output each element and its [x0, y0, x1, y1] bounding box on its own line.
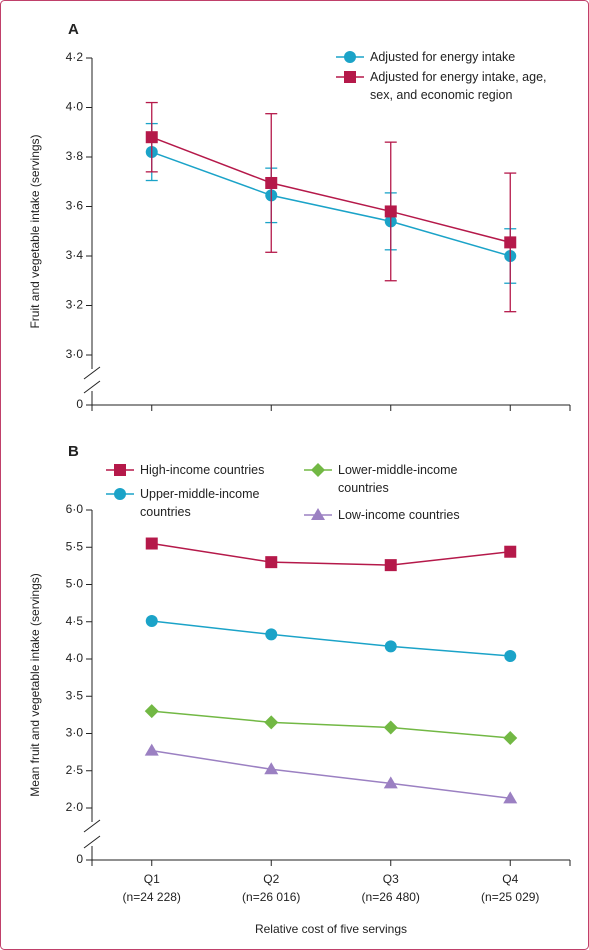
marker — [114, 464, 126, 476]
legend-label: Adjusted for energy intake, age, sex, an… — [370, 70, 547, 102]
marker — [145, 131, 158, 144]
panel-label: A — [68, 21, 79, 38]
marker — [384, 640, 397, 653]
y-tick-label: 2·0 — [66, 800, 84, 814]
y-tick-label: 6·0 — [66, 502, 84, 516]
marker — [145, 537, 158, 550]
series-line — [151, 542, 511, 566]
y-tick-label: 0 — [76, 852, 83, 866]
marker — [265, 176, 278, 189]
marker — [503, 791, 518, 804]
marker — [384, 559, 397, 572]
y-tick-label: 3·2 — [66, 298, 84, 312]
marker — [265, 556, 278, 569]
y-tick-label: 3·6 — [66, 199, 84, 213]
x-axis-label: Relative cost of five servings — [255, 922, 407, 936]
marker — [383, 720, 398, 735]
y-tick-label: 5·5 — [66, 539, 84, 553]
axis-break — [83, 819, 101, 833]
marker — [383, 776, 398, 789]
series-line — [151, 710, 511, 739]
legend-label: Lower-middle-income countries — [338, 463, 458, 495]
y-axis-label: Fruit and vegetable intake (servings) — [28, 134, 42, 328]
legend-label: Upper-middle-income countries — [140, 487, 260, 519]
panel-label: B — [68, 443, 79, 460]
marker — [504, 236, 517, 249]
legend-label: High-income countries — [140, 463, 265, 477]
marker — [265, 628, 278, 641]
y-tick-label: 3·5 — [66, 688, 84, 702]
x-tick-label: Q3 — [383, 872, 399, 886]
x-tick-sublabel: (n=26 016) — [242, 890, 300, 904]
marker — [311, 463, 325, 477]
series-line — [151, 136, 511, 244]
y-tick-label: 5·0 — [66, 577, 84, 591]
axis-break — [83, 835, 101, 849]
x-tick-label: Q1 — [144, 872, 160, 886]
y-tick-label: 2·5 — [66, 763, 84, 777]
axis-break — [83, 366, 101, 380]
marker — [144, 743, 159, 756]
marker — [503, 730, 518, 745]
x-tick-label: Q2 — [263, 872, 279, 886]
y-axis-label: Mean fruit and vegetable intake (serving… — [28, 573, 42, 796]
y-tick-label: 4·2 — [66, 50, 84, 64]
marker — [311, 508, 325, 520]
axis-break — [83, 380, 101, 394]
series-line — [151, 151, 511, 257]
marker — [264, 715, 279, 730]
marker — [144, 704, 159, 719]
marker — [344, 51, 356, 63]
series-line — [151, 620, 511, 657]
marker — [264, 762, 279, 775]
x-tick-sublabel: (n=25 029) — [481, 890, 539, 904]
legend-label: Adjusted for energy intake — [370, 50, 516, 64]
x-tick-label: Q4 — [502, 872, 518, 886]
marker — [145, 615, 158, 628]
y-tick-label: 3·0 — [66, 347, 84, 361]
marker — [504, 545, 517, 558]
marker — [384, 205, 397, 218]
marker — [344, 71, 356, 83]
marker — [504, 650, 517, 663]
y-tick-label: 0 — [76, 397, 83, 411]
y-tick-label: 3·0 — [66, 726, 84, 740]
y-tick-label: 3·4 — [66, 248, 84, 262]
y-tick-label: 4·0 — [66, 651, 84, 665]
y-tick-label: 4·0 — [66, 100, 84, 114]
y-tick-label: 3·8 — [66, 149, 84, 163]
series-line — [151, 749, 511, 800]
x-tick-sublabel: (n=26 480) — [362, 890, 420, 904]
y-tick-label: 4·5 — [66, 614, 84, 628]
legend-label: Low-income countries — [338, 508, 460, 522]
x-tick-sublabel: (n=24 228) — [123, 890, 181, 904]
marker — [114, 488, 126, 500]
